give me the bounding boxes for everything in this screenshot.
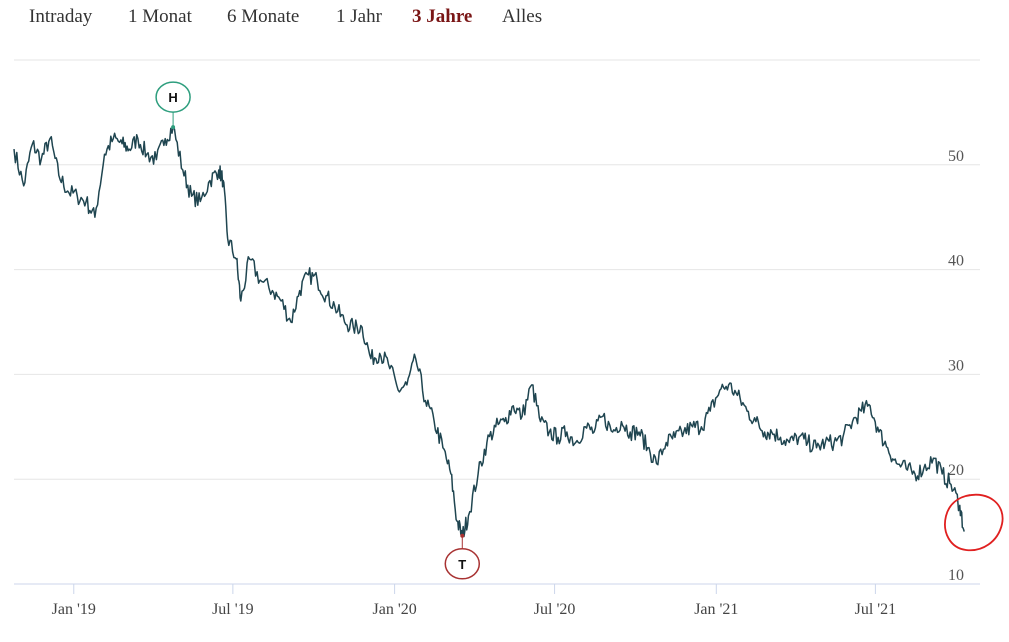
x-tick-label: Jul '19	[212, 601, 254, 618]
y-tick-label: 30	[948, 357, 964, 374]
marker-point	[171, 125, 176, 130]
tab-intraday[interactable]: Intraday	[29, 6, 93, 27]
marker-point	[460, 533, 465, 538]
price-series	[13, 126, 965, 538]
hand-drawn-annotation	[944, 493, 1004, 552]
x-axis: Jan '19 Jul '19 Jan '20 Jul '20 Jan '21 Jul '…	[14, 583, 980, 618]
extreme-markers: HT	[155, 81, 481, 580]
y-axis-labels: 10 20 30 40 50	[948, 148, 964, 584]
annotation-circle	[944, 493, 1004, 552]
high-marker[interactable]	[155, 81, 191, 113]
price-line	[13, 126, 965, 538]
y-tick-label: 20	[948, 462, 964, 479]
y-tick-label: 40	[948, 253, 964, 270]
x-tick-label: Jan '20	[372, 601, 416, 618]
tab-1-jahr[interactable]: 1 Jahr	[336, 6, 382, 27]
y-tick-label: 10	[948, 567, 964, 584]
tab-alles[interactable]: Alles	[502, 6, 543, 27]
tab-6-monate[interactable]: 6 Monate	[227, 6, 300, 27]
range-tabs: Intraday 1 Monat 6 Monate 1 Jahr 3 Jahre…	[0, 0, 1009, 34]
x-tick-label: Jan '19	[52, 601, 96, 618]
grid-lines	[14, 59, 980, 480]
y-tick-label: 50	[948, 148, 964, 165]
x-tick-label: Jul '21	[855, 601, 897, 618]
marker-label: T	[458, 557, 466, 572]
x-tick-label: Jul '20	[534, 601, 576, 618]
marker-label: H	[168, 90, 177, 105]
x-tick-label: Jan '21	[694, 601, 738, 618]
low-marker[interactable]	[444, 548, 481, 580]
tab-3-jahre[interactable]: 3 Jahre	[412, 6, 473, 27]
tab-1-monat[interactable]: 1 Monat	[128, 6, 192, 27]
